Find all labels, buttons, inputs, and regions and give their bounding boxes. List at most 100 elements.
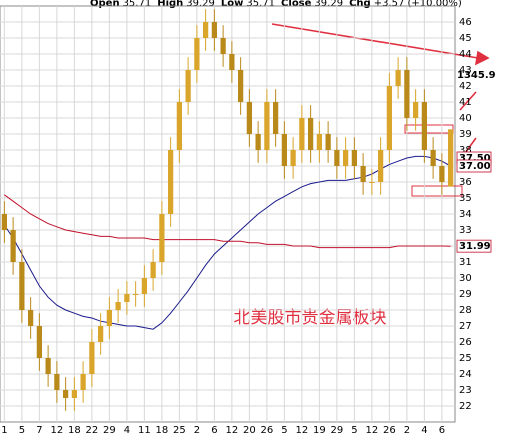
y-tick-label: 41 — [459, 97, 472, 108]
x-tick-label: 22 — [86, 425, 99, 436]
price-tag-box — [456, 239, 492, 253]
candle-body — [63, 390, 69, 398]
candle-body — [404, 70, 410, 118]
y-tick-label: 44 — [459, 49, 472, 60]
candle-body — [211, 22, 217, 38]
candle-body — [28, 310, 34, 326]
candle-body — [273, 102, 279, 134]
y-tick-label: 23 — [459, 385, 472, 396]
y-tick-label: 33 — [459, 225, 472, 236]
x-tick-label: 1 — [1, 425, 7, 436]
candle-body — [89, 342, 95, 374]
candle-body — [343, 150, 349, 166]
moving-average — [3, 155, 451, 330]
x-tick-label: 5 — [281, 425, 287, 436]
candle-body — [316, 134, 322, 150]
candle-body — [264, 102, 270, 150]
candle-body — [10, 230, 16, 262]
candle-body — [238, 70, 244, 102]
candle-body — [220, 38, 226, 54]
header: Open 35.71 High 39.29 Low 35.71 Close 39.29 Chg +… — [90, 0, 462, 9]
y-tick-label: 35 — [459, 193, 472, 204]
candle-body — [54, 374, 60, 390]
candle-body — [360, 166, 366, 182]
x-tick-label: 4 — [421, 425, 427, 436]
candle-body — [45, 358, 51, 374]
x-tick-label: 5 — [19, 425, 25, 436]
y-tick-label: 34 — [459, 209, 472, 220]
x-tick-label: 12 — [226, 425, 239, 436]
candle-body — [246, 102, 252, 134]
moving-average — [4, 194, 451, 249]
candle-body — [255, 134, 261, 150]
candle-body — [124, 294, 130, 302]
arrow-head — [474, 50, 490, 66]
x-tick-label: 12 — [366, 425, 379, 436]
box — [404, 124, 454, 134]
x-tick-label: 25 — [173, 425, 186, 436]
x-tick-label: 12 — [51, 425, 64, 436]
y-tick-label: 26 — [459, 337, 472, 348]
y-tick-label: 22 — [459, 401, 472, 412]
header-value: 39.29 — [314, 0, 343, 9]
x-tick-label: 5 — [351, 425, 357, 436]
candle-body — [150, 262, 156, 278]
candle-body — [159, 214, 165, 262]
candle-body — [229, 54, 235, 70]
candle-body — [176, 102, 182, 150]
x-tick-label: 19 — [313, 425, 326, 436]
y-tick-label: 25 — [459, 353, 472, 364]
header-label: Open — [90, 0, 120, 9]
x-tick-label: 4 — [124, 425, 130, 436]
candle-body — [194, 38, 200, 70]
header-label: High — [157, 0, 183, 9]
candle-body — [98, 326, 104, 342]
x-tick-label: 2 — [194, 425, 200, 436]
header-value: 35.71 — [123, 0, 152, 9]
candle-body — [1, 214, 7, 230]
candle-body — [308, 118, 314, 150]
x-tick-label: 29 — [103, 425, 116, 436]
candle-body — [19, 262, 25, 310]
y-tick-label: 39 — [459, 129, 472, 140]
y-tick-label: 38 — [459, 145, 472, 156]
candle-body — [413, 102, 419, 118]
candle-body — [133, 294, 139, 295]
candle-body — [281, 134, 287, 166]
candle-body — [378, 150, 384, 182]
header-label: Close — [281, 0, 312, 9]
candle-body — [168, 150, 174, 214]
y-tick-label: 43 — [459, 65, 472, 76]
x-tick-label: 20 — [243, 425, 256, 436]
x-tick-label: 26 — [383, 425, 396, 436]
x-tick-label: 18 — [68, 425, 81, 436]
header-label: Chg — [349, 0, 371, 9]
price-tag: 31.99 — [459, 241, 491, 252]
candle-body — [115, 302, 121, 310]
candle-body — [325, 134, 331, 150]
candle-body — [185, 70, 191, 102]
arrow — [459, 91, 477, 111]
y-tick-label: 30 — [459, 273, 472, 284]
trend-line — [271, 23, 479, 59]
x-tick-label: 7 — [36, 425, 42, 436]
candle-body — [299, 118, 305, 150]
y-tick-label: 40 — [459, 113, 472, 124]
header-label: Low — [221, 0, 243, 9]
x-tick-label: 18 — [156, 425, 169, 436]
candle-body — [386, 86, 392, 150]
candle-body — [36, 326, 42, 358]
header-value: +3.57 (+10.00%) — [374, 0, 462, 9]
price-tag: 37.50 — [459, 153, 491, 164]
candle-body — [351, 150, 357, 166]
x-tick-label: 26 — [261, 425, 274, 436]
candle-body — [80, 374, 86, 390]
price-tag: 37.00 — [459, 161, 491, 172]
x-tick-label: 11 — [138, 425, 151, 436]
candle-body — [395, 70, 401, 86]
header-value: 39.29 — [186, 0, 215, 9]
x-tick-label: 29 — [331, 425, 344, 436]
annotation: 北美股市贵金属板块 — [234, 308, 387, 328]
